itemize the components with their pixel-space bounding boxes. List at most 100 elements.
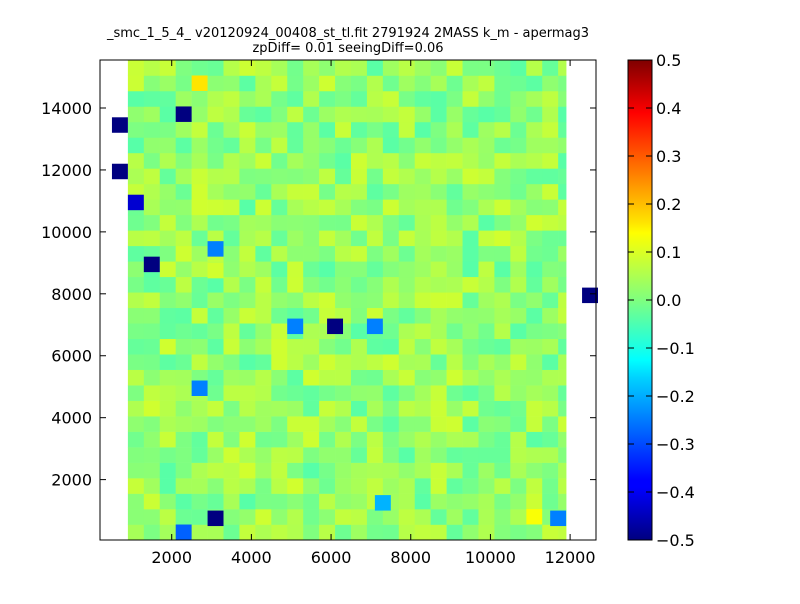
- heatmap-cell: [127, 121, 145, 138]
- y-tick-label: 10000: [41, 223, 92, 242]
- heatmap-cell: [382, 323, 400, 340]
- heatmap-cell: [510, 338, 527, 355]
- heatmap-cell: [271, 183, 288, 200]
- heatmap-cell: [350, 60, 368, 76]
- heatmap-cell: [271, 75, 288, 92]
- heatmap-cell: [462, 60, 479, 76]
- heatmap-cell: [319, 245, 336, 262]
- heatmap-cell: [510, 524, 527, 541]
- heatmap-cell: [350, 75, 368, 92]
- heatmap-cell: [542, 137, 559, 154]
- heatmap-cell: [366, 168, 384, 185]
- heatmap-cell: [191, 214, 208, 231]
- heatmap-cell: [303, 338, 320, 355]
- heatmap-cell: [446, 168, 463, 185]
- heatmap-cell: [303, 261, 320, 278]
- heatmap-cell: [414, 152, 431, 169]
- heatmap-cell: [335, 276, 352, 293]
- heatmap-cell: [558, 90, 567, 107]
- heatmap-cell: [462, 493, 479, 510]
- heatmap-cell: [446, 276, 463, 293]
- heatmap-cell: [462, 416, 479, 432]
- heatmap-cell: [510, 369, 527, 386]
- heatmap-cell: [414, 323, 431, 340]
- heatmap-cell: [223, 447, 240, 463]
- heatmap-cell: [430, 354, 447, 370]
- heatmap-cell: [303, 307, 320, 324]
- heatmap-cell: [558, 307, 567, 324]
- heatmap-cell: [207, 292, 224, 309]
- heatmap-cell: [414, 168, 431, 185]
- heatmap-cell: [350, 524, 368, 541]
- heatmap-cell: [271, 493, 288, 510]
- heatmap-cell: [335, 60, 352, 76]
- heatmap-cell: [462, 431, 479, 448]
- heatmap-cell: [335, 245, 352, 262]
- heatmap-cell: [303, 416, 320, 432]
- heatmap-cell: [127, 137, 145, 154]
- heatmap-cell: [319, 60, 336, 76]
- heatmap-cell: [510, 214, 527, 231]
- heatmap-cell: [542, 106, 559, 123]
- heatmap-cell: [366, 90, 384, 107]
- heatmap-cell: [414, 214, 431, 231]
- heatmap-cell: [335, 354, 352, 370]
- heatmap-cell: [542, 478, 559, 494]
- heatmap-cell: [494, 199, 511, 216]
- heatmap-cell: [159, 478, 176, 494]
- heatmap-cell: [462, 90, 479, 107]
- heatmap-cell: [558, 183, 567, 200]
- heatmap-cell: [430, 245, 447, 262]
- heatmap-cell: [303, 75, 320, 92]
- heatmap-cell: [303, 168, 320, 185]
- heatmap-cell: [287, 493, 304, 510]
- x-tick-label: 6000: [311, 548, 352, 567]
- heatmap-cell: [478, 292, 495, 309]
- heatmap-cell: [398, 385, 416, 401]
- heatmap-cell: [350, 323, 368, 340]
- heatmap-cell: [191, 292, 208, 309]
- heatmap-cell: [191, 152, 208, 169]
- heatmap-cell: [335, 524, 352, 541]
- heatmap-cell: [175, 338, 192, 355]
- heatmap-cell: [239, 509, 256, 525]
- heatmap-cell: [303, 431, 320, 448]
- heatmap-cell: [350, 354, 368, 370]
- heatmap-cell: [446, 121, 463, 138]
- heatmap-cell: [398, 60, 416, 76]
- heatmap-cell: [159, 338, 176, 355]
- heatmap-cell: [350, 493, 368, 510]
- heatmap-cell: [175, 416, 192, 432]
- heatmap-cell: [319, 276, 336, 293]
- heatmap-cell: [478, 416, 495, 432]
- heatmap-cell: [335, 106, 352, 123]
- heatmap-cell: [446, 369, 463, 386]
- heatmap-cell: [446, 214, 463, 231]
- heatmap-cell: [462, 199, 479, 216]
- heatmap-cell: [223, 261, 240, 278]
- y-axis: 2000 4000 6000 8000 10000 12000 14000: [41, 99, 596, 490]
- heatmap-cell: [159, 400, 176, 417]
- heatmap-cell: [542, 75, 559, 92]
- heatmap-cell: [143, 354, 161, 370]
- heatmap-cell: [366, 230, 384, 247]
- heatmap-cell: [382, 276, 400, 293]
- heatmap-cell: [191, 261, 208, 278]
- heatmap-cell: [223, 524, 240, 541]
- heatmap-cell: [271, 121, 288, 138]
- colorbar-axis: 0.5 0.4 0.3 0.2 0.1 0.0 −0.1 −0.2 −0.3 −0.4 −0.5: [628, 51, 695, 550]
- heatmap-cell: [127, 462, 145, 479]
- heatmap-cell: [414, 307, 431, 324]
- heatmap-cell: [127, 431, 145, 448]
- heatmap-cell: [462, 338, 479, 355]
- heatmap-cell: [430, 121, 447, 138]
- heatmap-cell: [191, 462, 208, 479]
- heatmap-cell: [271, 447, 288, 463]
- heatmap-cell: [478, 276, 495, 293]
- heatmap-cell: [350, 183, 368, 200]
- heatmap-cell: [335, 168, 352, 185]
- heatmap-cell: [127, 354, 145, 370]
- heatmap-cell: [175, 323, 192, 340]
- heatmap-cell: [542, 292, 559, 309]
- heatmap-cell: [287, 230, 304, 247]
